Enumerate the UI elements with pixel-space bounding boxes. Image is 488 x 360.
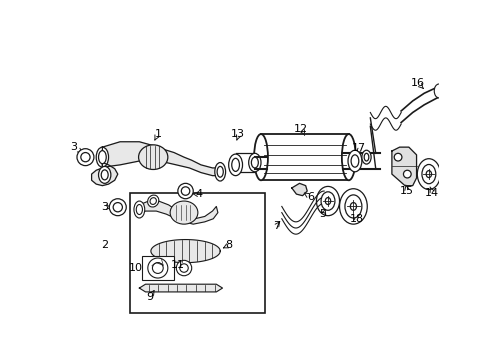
Ellipse shape [426, 171, 431, 177]
Ellipse shape [147, 195, 159, 207]
Ellipse shape [228, 154, 242, 176]
Bar [261, 134, 348, 180]
Ellipse shape [134, 201, 144, 218]
Ellipse shape [344, 195, 361, 218]
Text: 16: 16 [410, 78, 424, 88]
Circle shape [152, 263, 163, 274]
Ellipse shape [101, 170, 108, 180]
Polygon shape [91, 163, 118, 186]
Circle shape [113, 203, 122, 212]
Text: 4: 4 [196, 189, 203, 199]
Text: 5: 5 [319, 209, 325, 219]
Circle shape [147, 258, 167, 278]
Ellipse shape [341, 134, 355, 180]
Ellipse shape [321, 192, 334, 210]
Bar [130, 193, 264, 313]
Ellipse shape [136, 204, 142, 215]
Ellipse shape [99, 150, 106, 164]
Ellipse shape [316, 186, 339, 216]
Ellipse shape [231, 158, 239, 171]
Polygon shape [246, 153, 262, 172]
Text: 11: 11 [170, 260, 184, 270]
Ellipse shape [214, 163, 225, 181]
Ellipse shape [170, 201, 198, 224]
Circle shape [81, 153, 90, 162]
Circle shape [181, 187, 189, 195]
Circle shape [109, 199, 126, 216]
Polygon shape [391, 147, 416, 186]
Circle shape [77, 149, 94, 166]
Text: 7: 7 [272, 221, 280, 231]
Text: 8: 8 [224, 240, 232, 250]
Ellipse shape [433, 84, 443, 98]
Ellipse shape [99, 166, 111, 183]
Circle shape [178, 183, 193, 199]
Text: 3: 3 [101, 202, 108, 212]
Ellipse shape [150, 198, 156, 204]
Circle shape [180, 264, 188, 272]
Text: 14: 14 [424, 188, 438, 198]
Text: 1: 1 [155, 129, 162, 139]
Ellipse shape [254, 134, 267, 180]
Bar [142, 256, 174, 280]
Ellipse shape [325, 198, 330, 204]
Text: 13: 13 [230, 129, 244, 139]
Polygon shape [151, 239, 220, 263]
Ellipse shape [248, 153, 261, 172]
Ellipse shape [421, 165, 435, 184]
Polygon shape [102, 142, 220, 176]
Ellipse shape [416, 159, 440, 189]
Text: 2: 2 [101, 240, 108, 250]
Ellipse shape [251, 157, 258, 168]
Circle shape [403, 170, 410, 178]
Ellipse shape [364, 153, 368, 161]
Polygon shape [139, 284, 222, 292]
Text: 9: 9 [145, 292, 153, 302]
Text: 12: 12 [293, 125, 307, 134]
Ellipse shape [138, 145, 167, 170]
Text: 6: 6 [306, 192, 313, 202]
Text: 17: 17 [351, 143, 365, 153]
Circle shape [393, 153, 401, 161]
Ellipse shape [339, 189, 366, 224]
Polygon shape [291, 183, 306, 195]
Ellipse shape [349, 203, 356, 210]
Text: 3: 3 [70, 142, 77, 152]
Ellipse shape [350, 155, 358, 167]
Text: 18: 18 [349, 214, 363, 224]
Text: 10: 10 [129, 263, 143, 273]
Polygon shape [137, 201, 218, 224]
Ellipse shape [347, 150, 361, 172]
Ellipse shape [96, 147, 108, 167]
Text: 15: 15 [400, 186, 413, 196]
Ellipse shape [217, 166, 223, 177]
Circle shape [176, 260, 191, 276]
Ellipse shape [361, 150, 370, 164]
